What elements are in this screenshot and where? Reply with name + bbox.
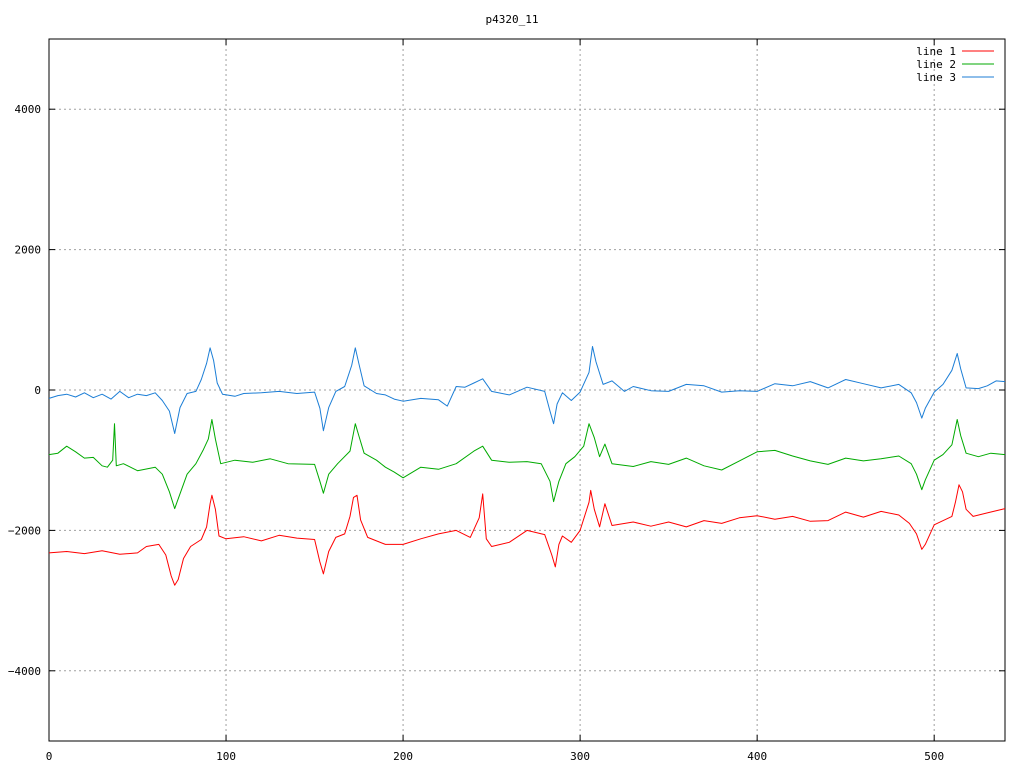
x-tick-label: 200 [393, 750, 413, 763]
grid-lines [49, 39, 1005, 741]
x-tick-label: 100 [216, 750, 236, 763]
x-tick-label: 0 [46, 750, 53, 763]
chart-title: p4320_11 [486, 13, 539, 26]
y-tick-label: −2000 [8, 524, 41, 537]
x-tick-label: 300 [570, 750, 590, 763]
legend-label-3: line 3 [916, 71, 956, 84]
y-tick-label: 0 [34, 384, 41, 397]
legend-label-2: line 2 [916, 58, 956, 71]
legend-label-1: line 1 [916, 45, 956, 58]
data-series [48, 346, 1006, 586]
axis-ticks: 0 100 200 300 400 500 −4000 −2000 0 2000 4000 [8, 39, 1005, 763]
y-tick-label: 4000 [15, 103, 42, 116]
series-line-1 [48, 484, 1006, 586]
x-tick-label: 400 [747, 750, 767, 763]
series-line-3 [48, 346, 1006, 434]
series-line-2 [48, 419, 1006, 510]
y-tick-label: 2000 [15, 244, 42, 257]
y-tick-label: −4000 [8, 665, 41, 678]
x-tick-label: 500 [924, 750, 944, 763]
